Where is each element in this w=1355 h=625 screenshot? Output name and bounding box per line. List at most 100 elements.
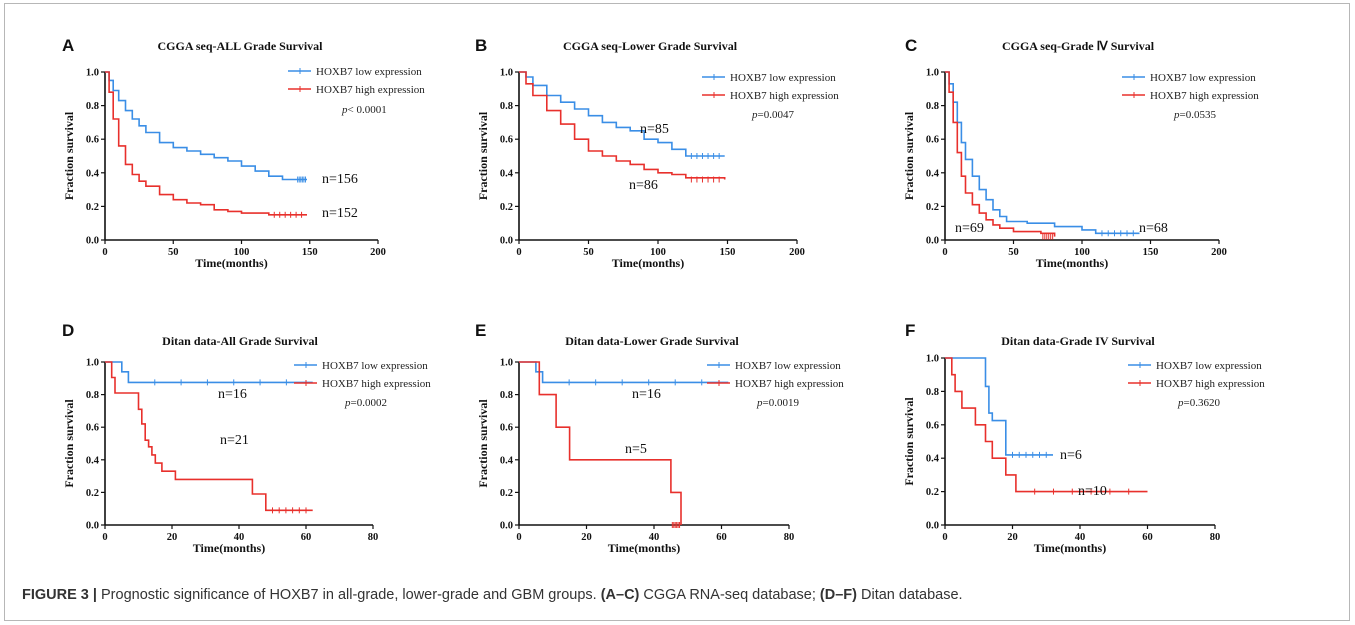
legend-label: HOXB7 high expression: [735, 378, 844, 390]
km-curve-low: [945, 72, 1140, 233]
y-tick-label: 0.2: [926, 202, 939, 213]
x-axis-label: Time(months): [1036, 256, 1108, 270]
x-tick-label: 20: [581, 532, 592, 543]
legend-label: HOXB7 high expression: [316, 84, 425, 96]
p-value-text: =0.0535: [1180, 109, 1217, 121]
n-label: n=156: [322, 172, 358, 187]
x-tick-label: 60: [1142, 532, 1153, 543]
y-tick-label: 0.2: [500, 202, 513, 213]
legend-label: HOXB7 low expression: [735, 360, 841, 372]
y-tick-label: 0.4: [500, 168, 514, 179]
n-label: n=21: [220, 433, 249, 448]
x-tick-label: 0: [102, 532, 107, 543]
x-tick-label: 0: [942, 247, 947, 258]
p-value: p=0.0002: [344, 397, 387, 409]
p-value-text: =0.0047: [758, 109, 795, 121]
legend-label: HOXB7 high expression: [730, 90, 839, 102]
x-tick-label: 0: [942, 532, 947, 543]
panel-b: B CGGA seq-Lower Grade Survival 0.0 0.2 0.4 0…: [475, 36, 839, 270]
n-label: n=152: [322, 206, 358, 221]
panel-letter: C: [905, 36, 917, 55]
p-value-text: < 0.0001: [348, 104, 387, 116]
x-tick-label: 50: [168, 247, 179, 258]
y-axis-label: Fraction survival: [902, 111, 916, 200]
y-tick-label: 0.8: [500, 101, 513, 112]
y-tick-label: 0.4: [86, 455, 100, 466]
panel-f: FDitan data-Grade IV Survival0.00.20.40.…: [902, 321, 1265, 555]
n-label: n=68: [1139, 221, 1168, 236]
p-value-text: =0.0019: [763, 397, 800, 409]
km-curve-high: [105, 362, 313, 510]
km-curve-low: [105, 362, 313, 382]
x-axis-label: Time(months): [612, 256, 684, 270]
x-tick-label: 0: [516, 247, 521, 258]
legend-label: HOXB7 high expression: [1156, 378, 1265, 390]
caption-ref-2-text: Ditan database.: [861, 587, 963, 603]
y-tick-label: 0.8: [926, 387, 939, 398]
km-curve-low: [105, 72, 307, 180]
y-tick-label: 0.0: [86, 521, 99, 532]
x-axis-label: Time(months): [193, 541, 265, 555]
p-value: p=0.0047: [751, 109, 794, 121]
panel-letter: E: [475, 321, 486, 340]
y-axis-label: Fraction survival: [476, 399, 490, 488]
legend-label: HOXB7 low expression: [1150, 72, 1256, 84]
n-label: n=10: [1078, 484, 1107, 499]
y-tick-label: 0.2: [86, 202, 99, 213]
legend-label: HOXB7 low expression: [316, 66, 422, 78]
panel-a: A CGGA seq-ALL Grade Survival0.00.20.40.6…: [62, 36, 425, 270]
y-tick-label: 0.4: [926, 454, 940, 465]
y-tick-label: 0.0: [86, 236, 99, 247]
panel-letter: B: [475, 36, 487, 55]
y-tick-label: 0.6: [500, 423, 513, 434]
y-axis-label: Fraction survival: [62, 399, 76, 488]
x-tick-label: 0: [102, 247, 107, 258]
y-tick-label: 1.0: [500, 68, 513, 79]
y-axis-label: Fraction survival: [62, 111, 76, 200]
km-curve-low: [519, 362, 728, 382]
panel-d: D Ditan data-All Grade Survival 0.0 0.2 0.4 0…: [62, 321, 431, 555]
legend-label: HOXB7 low expression: [1156, 360, 1262, 372]
x-tick-label: 20: [167, 532, 178, 543]
y-tick-label: 0.8: [926, 101, 939, 112]
y-tick-label: 1.0: [926, 68, 939, 79]
n-label: n=6: [1060, 448, 1082, 463]
n-label: n=16: [218, 387, 247, 402]
y-tick-label: 0.0: [926, 236, 939, 247]
panel-title: Ditan data-All Grade Survival: [162, 334, 318, 348]
km-curve-high: [105, 72, 307, 215]
y-tick-label: 0.2: [926, 487, 939, 498]
y-tick-label: 0.0: [500, 236, 513, 247]
n-label: n=16: [632, 387, 661, 402]
legend-label: HOXB7 high expression: [322, 378, 431, 390]
km-curve-low: [519, 72, 725, 156]
x-tick-label: 0: [516, 532, 521, 543]
y-tick-label: 1.0: [500, 358, 513, 369]
p-value-text: =0.3620: [1184, 397, 1221, 409]
n-label: n=85: [640, 122, 669, 137]
y-tick-label: 0.2: [500, 488, 513, 499]
x-tick-label: 50: [583, 247, 594, 258]
panel-title: Ditan data-Grade IV Survival: [1001, 334, 1155, 348]
panel-letter: D: [62, 321, 74, 340]
y-tick-label: 0.2: [86, 488, 99, 499]
panel-letter: F: [905, 321, 915, 340]
n-label: n=86: [629, 178, 658, 193]
caption-label: FIGURE 3 |: [22, 587, 97, 603]
panel-title: CGGA seq-Lower Grade Survival: [563, 39, 738, 53]
p-value: p< 0.0001: [341, 104, 387, 116]
panel-title: CGGA seq-Grade Ⅳ Survival: [1002, 39, 1155, 53]
y-tick-label: 0.6: [500, 135, 513, 146]
y-tick-label: 0.6: [86, 135, 99, 146]
y-tick-label: 1.0: [926, 354, 939, 365]
panel-c: C CGGA seq-Grade Ⅳ Survival0.00.20.40.60.…: [902, 36, 1259, 270]
y-tick-label: 0.6: [926, 420, 939, 431]
x-tick-label: 80: [368, 532, 379, 543]
caption-text: Prognostic significance of HOXB7 in all-…: [101, 587, 597, 603]
x-tick-label: 50: [1008, 247, 1019, 258]
legend-label: HOXB7 high expression: [1150, 90, 1259, 102]
y-axis-label: Fraction survival: [902, 397, 916, 486]
y-tick-label: 0.4: [500, 455, 514, 466]
km-curve-high: [945, 358, 1148, 492]
